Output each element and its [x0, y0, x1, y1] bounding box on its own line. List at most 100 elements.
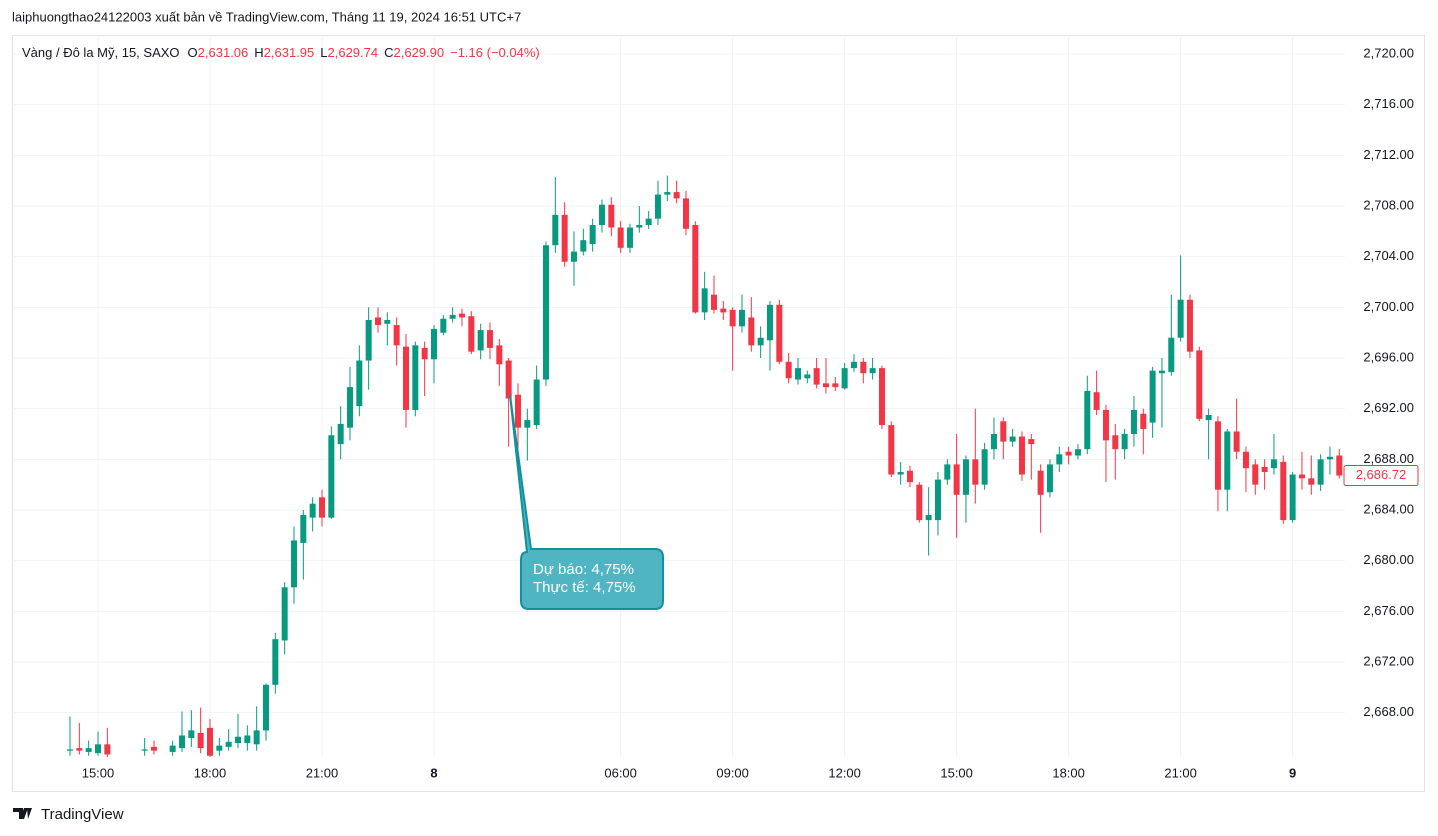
candle-body	[682, 198, 689, 229]
header-text: laiphuongthao24122003 xuất bản về Tradin…	[12, 9, 521, 24]
candle-body	[1130, 409, 1137, 434]
candle-body	[729, 309, 736, 327]
candle-body	[346, 387, 353, 428]
candle-body	[374, 317, 381, 326]
candle-body	[328, 435, 335, 518]
candle-body	[458, 313, 465, 318]
candle-body	[673, 192, 680, 199]
x-tick-label: 21:00	[1164, 765, 1197, 780]
candle-body	[738, 309, 745, 327]
candle-body	[85, 748, 92, 752]
x-tick-label: 09:00	[716, 765, 749, 780]
y-tick-label: 2,712.00	[1363, 147, 1414, 162]
candle-body	[990, 434, 997, 450]
legend-field-label: H	[254, 45, 264, 60]
candle-body	[645, 218, 652, 225]
candle-body	[188, 730, 195, 738]
candle-body	[216, 745, 223, 751]
candle-body	[822, 383, 829, 388]
x-tick-label: 06:00	[604, 765, 637, 780]
candle-body	[206, 727, 213, 756]
candle-body	[412, 345, 419, 410]
candle-body	[505, 360, 512, 399]
candle-body	[552, 214, 559, 246]
legend-field-label: C	[384, 45, 394, 60]
candle-body	[477, 330, 484, 351]
candle-body	[626, 227, 633, 248]
candle-body	[1224, 431, 1231, 490]
last-price-label: 2,686.72	[1356, 467, 1407, 482]
candle-body	[953, 464, 960, 495]
candle-body	[1112, 435, 1119, 450]
candle-body	[309, 503, 316, 518]
candle-body	[1149, 370, 1156, 423]
candle-body	[1205, 415, 1212, 421]
candle-body	[76, 748, 83, 751]
y-tick-label: 2,716.00	[1363, 96, 1414, 111]
legend-field-value: 2,629.74	[327, 45, 379, 60]
candle-body	[1102, 409, 1109, 441]
candle-body	[561, 214, 568, 262]
candle-body	[1028, 439, 1035, 445]
candle-body	[1289, 474, 1296, 521]
candle-body	[794, 368, 801, 380]
candle-body	[598, 204, 605, 225]
candle-body	[1009, 436, 1016, 442]
candle-body	[300, 515, 307, 543]
candle-body	[1186, 299, 1193, 352]
candle-body	[841, 368, 848, 389]
candle-body	[1140, 413, 1147, 429]
candle-body	[804, 374, 811, 379]
logo-text: TradingView	[41, 806, 124, 823]
axes: 2,668.00 2,672.00 2,676.00 2,680.00 2,684.00…	[82, 45, 1419, 780]
candle-body	[253, 730, 260, 745]
candle-body	[169, 745, 176, 752]
candle-body	[878, 368, 885, 426]
candle-body	[1158, 370, 1165, 374]
legend-field-label: L	[320, 45, 328, 60]
candle-body	[104, 744, 111, 755]
candle-body	[972, 459, 979, 485]
candle-body	[234, 736, 241, 744]
x-tick-label: 15:00	[940, 765, 973, 780]
candle-body	[916, 484, 923, 521]
candle-body	[496, 345, 503, 365]
x-tick-label: 9	[1289, 765, 1296, 780]
candle-body	[1196, 350, 1203, 419]
candle-body	[906, 470, 913, 483]
candle-body	[850, 361, 857, 369]
candle-body	[244, 735, 251, 744]
chart-frame	[12, 35, 1425, 792]
grid	[12, 35, 1345, 757]
candle-body	[430, 328, 437, 360]
candle-body	[1261, 466, 1268, 472]
candle-body	[1270, 459, 1277, 469]
candle-body	[197, 732, 204, 749]
y-tick-label: 2,720.00	[1363, 45, 1414, 60]
candle-body	[440, 318, 447, 333]
candle-body	[178, 735, 185, 749]
candle-body	[580, 240, 587, 252]
candle-body	[1242, 451, 1249, 469]
candle-body	[934, 479, 941, 521]
candle-body	[1233, 431, 1240, 452]
candle-body	[1093, 392, 1100, 410]
candle-body	[542, 245, 549, 380]
candle-body	[813, 368, 820, 385]
candle-body	[272, 639, 279, 685]
candle-body	[356, 360, 363, 407]
candle-body	[748, 317, 755, 346]
candle-body	[860, 361, 867, 374]
x-tick-label: 18:00	[194, 765, 227, 780]
candle-body	[757, 337, 764, 346]
candle-body	[393, 325, 400, 346]
x-tick-label: 18:00	[1052, 765, 1085, 780]
candle-body	[1308, 478, 1315, 485]
y-tick-label: 2,708.00	[1363, 197, 1414, 212]
candle-body	[150, 746, 157, 751]
candle-body	[1177, 299, 1184, 338]
candle-body	[1065, 451, 1072, 456]
candle-body	[925, 515, 932, 521]
